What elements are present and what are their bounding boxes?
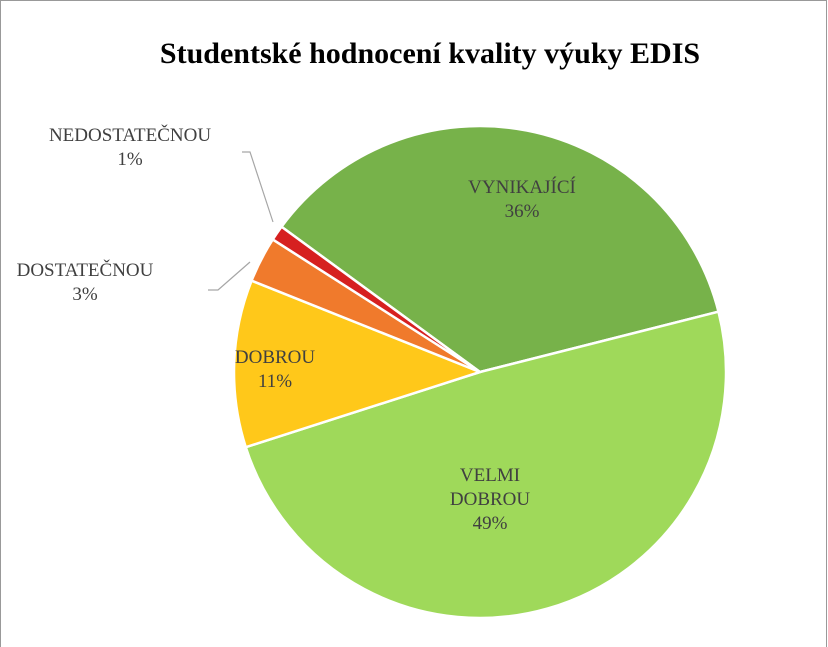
- label-name: VYNIKAJÍCÍ: [468, 177, 576, 198]
- label-value: 36%: [504, 201, 540, 222]
- pie-slice: [279, 124, 721, 374]
- label-name: DOBROU: [234, 347, 316, 368]
- pie-slice: [244, 310, 728, 620]
- data-label: VELMI DOBROU 49%: [435, 464, 545, 536]
- label-name: VELMI DOBROU: [449, 465, 531, 510]
- data-label: DOSTATEČNOU 3%: [0, 259, 175, 307]
- label-value: 49%: [472, 513, 508, 534]
- label-name: NEDOSTATEČNOU: [48, 125, 212, 146]
- label-name: DOSTATEČNOU: [16, 260, 154, 281]
- label-value: 3%: [72, 284, 98, 305]
- chart-title: Studentské hodnocení kvality výuky EDIS: [159, 37, 701, 70]
- label-value: 11%: [257, 371, 293, 392]
- pie-slice: [271, 224, 481, 374]
- leader-line: [242, 151, 274, 223]
- pie-slice: [232, 279, 484, 449]
- label-value: 1%: [117, 149, 143, 170]
- data-label: DOBROU 11%: [220, 346, 330, 394]
- data-label: VYNIKAJÍCÍ 36%: [442, 176, 602, 224]
- leader-line: [208, 261, 251, 291]
- data-label: NEDOSTATEČNOU 1%: [20, 124, 240, 172]
